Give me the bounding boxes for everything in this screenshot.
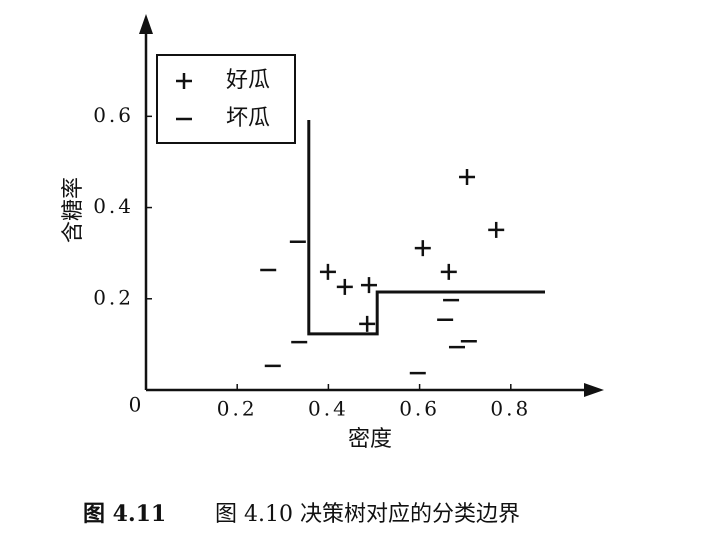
x-tick-label: 0	[129, 393, 142, 417]
y-tick-label: 0.2	[93, 285, 134, 309]
x-tick-label: 0.2	[217, 397, 258, 421]
point	[440, 263, 457, 280]
point	[319, 263, 336, 280]
caption: 图 4.10 决策树对应的分类边界	[215, 502, 520, 527]
point	[360, 277, 377, 294]
y-axis-label: 含糖率	[61, 177, 86, 243]
point	[359, 315, 376, 332]
x-axis-label: 密度	[348, 427, 392, 452]
legend-box	[156, 54, 296, 144]
x-arrow	[584, 383, 604, 397]
legend-label: 好瓜	[226, 68, 270, 93]
point	[459, 169, 476, 186]
point	[336, 278, 353, 295]
decision-boundary	[307, 119, 545, 336]
x-tick-label: 0.4	[308, 397, 349, 421]
y-tick-label: 0.6	[93, 103, 134, 127]
point	[488, 221, 505, 238]
legend-label: 坏瓜	[226, 106, 270, 131]
point	[414, 240, 431, 257]
point	[176, 73, 192, 89]
caption-label: 图 4.11	[83, 501, 166, 527]
y-arrow	[139, 14, 153, 34]
x-tick-label: 0.6	[399, 397, 440, 421]
y-tick-label: 0.4	[93, 194, 134, 218]
x-tick-label: 0.8	[490, 397, 531, 421]
